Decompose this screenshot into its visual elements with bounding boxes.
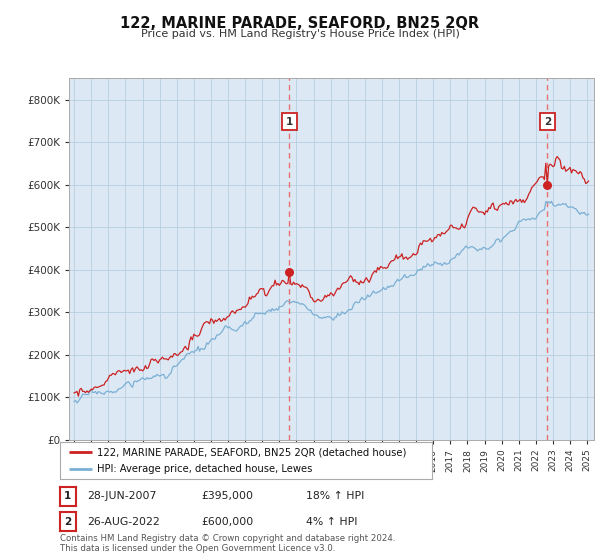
- Point: [542, 180, 552, 189]
- Text: Contains HM Land Registry data © Crown copyright and database right 2024.
This d: Contains HM Land Registry data © Crown c…: [60, 534, 395, 553]
- Text: 2: 2: [544, 116, 551, 127]
- Point: [284, 267, 294, 276]
- Text: HPI: Average price, detached house, Lewes: HPI: Average price, detached house, Lewe…: [97, 464, 313, 474]
- Text: 2: 2: [64, 517, 71, 526]
- Text: 28-JUN-2007: 28-JUN-2007: [87, 492, 157, 501]
- Text: 122, MARINE PARADE, SEAFORD, BN25 2QR: 122, MARINE PARADE, SEAFORD, BN25 2QR: [121, 16, 479, 31]
- Text: 122, MARINE PARADE, SEAFORD, BN25 2QR (detached house): 122, MARINE PARADE, SEAFORD, BN25 2QR (d…: [97, 447, 407, 457]
- Text: Price paid vs. HM Land Registry's House Price Index (HPI): Price paid vs. HM Land Registry's House …: [140, 29, 460, 39]
- Text: 1: 1: [64, 492, 71, 501]
- Text: 26-AUG-2022: 26-AUG-2022: [87, 517, 160, 526]
- Text: £600,000: £600,000: [201, 517, 253, 526]
- Text: 1: 1: [286, 116, 293, 127]
- Text: £395,000: £395,000: [201, 492, 253, 501]
- Text: 18% ↑ HPI: 18% ↑ HPI: [306, 492, 364, 501]
- Text: 4% ↑ HPI: 4% ↑ HPI: [306, 517, 358, 526]
